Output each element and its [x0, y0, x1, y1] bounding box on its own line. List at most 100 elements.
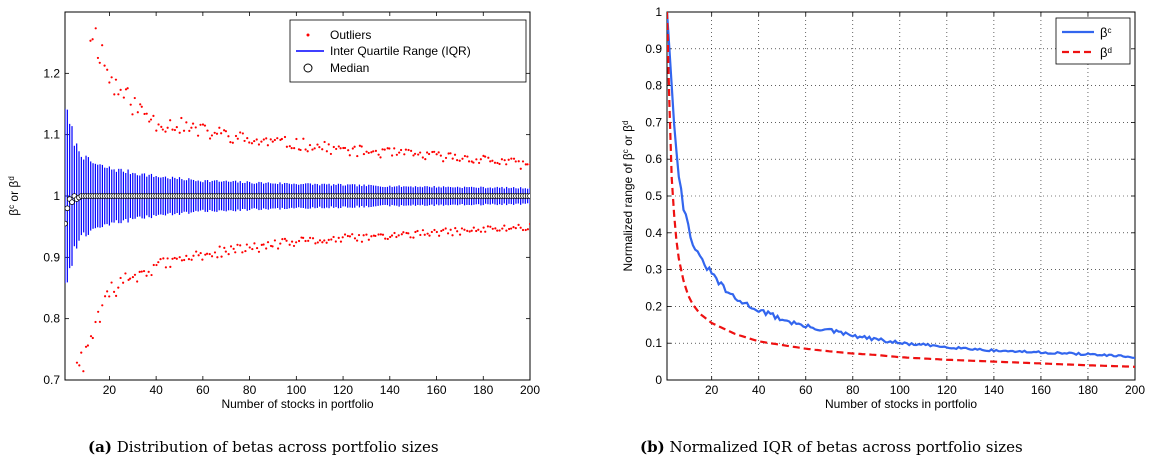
outlier-point [482, 154, 485, 158]
outlier-point [245, 243, 248, 246]
outlier-point [260, 243, 263, 246]
outlier-point [175, 257, 178, 260]
outlier-point [477, 161, 481, 165]
outlier-point [210, 134, 214, 137]
outlier-point [395, 153, 398, 156]
outlier-point [451, 157, 454, 160]
outlier-point [110, 281, 113, 284]
outlier-point [114, 294, 118, 297]
outlier-point [399, 148, 403, 152]
chart-a-plot-area [65, 27, 530, 388]
outlier-point [347, 149, 350, 152]
outlier-point [341, 236, 344, 239]
outlier-point [73, 386, 75, 388]
outlier-point [321, 148, 324, 151]
outlier-point [451, 234, 454, 237]
outlier-point [150, 273, 153, 277]
outlier-point [477, 228, 480, 231]
median-marker [65, 205, 71, 212]
outlier-point [447, 152, 450, 155]
outlier-point [407, 232, 410, 235]
outlier-point [169, 119, 172, 122]
outlier-point [112, 290, 116, 293]
outlier-point [183, 258, 186, 262]
outlier-point [529, 163, 530, 166]
outlier-point [227, 253, 230, 256]
outlier-point [507, 158, 510, 161]
outlier-point [517, 160, 520, 163]
outlier-point [86, 344, 90, 347]
chart-a-x-tick-label: 120 [333, 383, 353, 397]
outlier-point [180, 116, 183, 120]
outlier-point [419, 151, 422, 154]
outlier-point [430, 230, 433, 234]
outlier-point [327, 238, 330, 241]
outlier-point [318, 146, 321, 149]
outlier-point [145, 274, 148, 277]
outlier-point [386, 147, 389, 150]
outlier-point [253, 242, 256, 245]
chart-a-x-tick-label: 40 [149, 383, 163, 397]
outlier-point [372, 150, 375, 153]
outlier-point [314, 242, 317, 245]
chart-b-y-tick-label: 1 [655, 5, 662, 19]
outlier-point [190, 258, 193, 261]
outlier-point [393, 147, 396, 150]
outlier-point [446, 232, 450, 235]
outlier-point [505, 163, 508, 166]
outlier-point [98, 61, 101, 64]
outlier-point [409, 236, 412, 239]
outlier-point [255, 138, 258, 141]
caption-b-label: (b) [640, 438, 665, 456]
outlier-point [295, 241, 298, 244]
outlier-point [178, 256, 181, 259]
outlier-point [231, 141, 234, 144]
outlier-point [290, 240, 294, 243]
outlier-point [191, 122, 195, 125]
outlier-point [187, 258, 191, 261]
chart-b-x-tick-label: 160 [1031, 383, 1051, 397]
outlier-point [337, 145, 340, 148]
outlier-point [342, 146, 345, 150]
outlier-point [257, 143, 261, 146]
outlier-point [136, 280, 139, 283]
outlier-point [131, 113, 134, 116]
chart-a-x-axis-label: Number of stocks in portfolio [221, 397, 373, 411]
chart-a-x-tick-label: 140 [380, 383, 400, 397]
chart-a-y-tick-label: 0.8 [43, 312, 60, 326]
outlier-point [435, 153, 438, 156]
outlier-point [288, 145, 291, 148]
outlier-point [126, 87, 129, 90]
outlier-point [526, 228, 530, 231]
outlier-point [439, 154, 442, 157]
outlier-point [94, 27, 97, 30]
outlier-point [139, 103, 142, 106]
outlier-point [279, 242, 282, 245]
outlier-point [288, 243, 291, 246]
outlier-point [431, 150, 434, 154]
outlier-point [356, 239, 359, 242]
outlier-point [367, 238, 370, 241]
outlier-point [453, 153, 457, 156]
outlier-point [80, 351, 83, 354]
outlier-point [507, 227, 511, 231]
outlier-point [185, 121, 188, 124]
outlier-point [171, 128, 174, 131]
outlier-point [343, 233, 347, 236]
outlier-point [528, 222, 530, 226]
outlier-point [484, 230, 487, 233]
outlier-point [416, 229, 419, 233]
outlier-point [302, 236, 305, 239]
outlier-point [276, 137, 279, 140]
outlier-point [370, 235, 373, 238]
outlier-point [395, 235, 398, 239]
outlier-point [117, 286, 120, 289]
outlier-point [444, 227, 447, 230]
outlier-point [155, 263, 158, 267]
legend-beta-c-label: βc [1100, 25, 1111, 40]
outlier-point [348, 235, 352, 238]
outlier-point [283, 135, 287, 139]
outlier-point [178, 131, 181, 134]
outlier-point [304, 148, 307, 151]
chart-a: 20 40 60 80 100 120 140 160 180 200 0.7 0.8 0.9 1 1.1 1… [7, 11, 540, 411]
